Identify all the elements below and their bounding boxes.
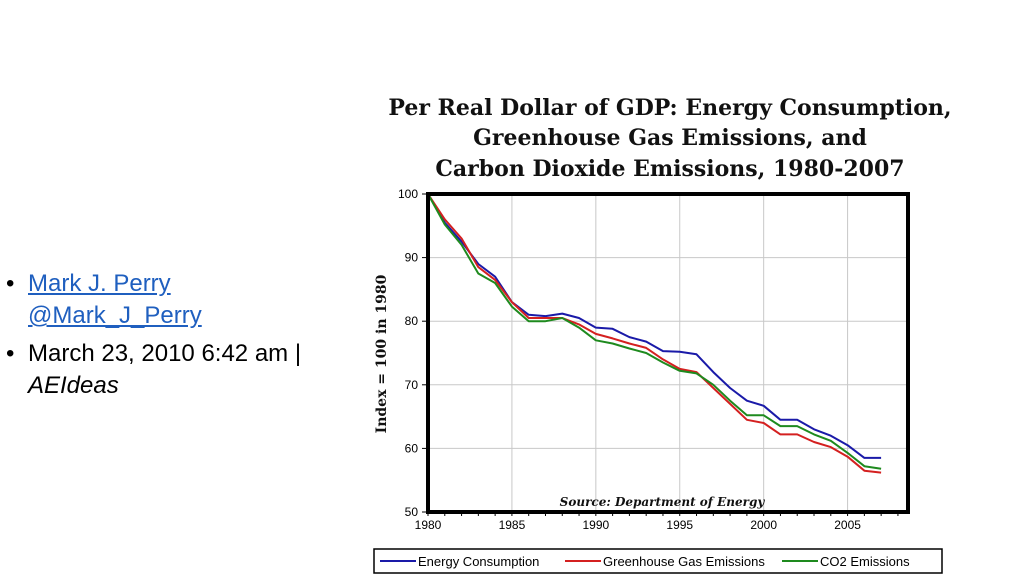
x-tick-label: 1985 — [499, 518, 526, 532]
y-axis-label: Index = 100 in 1980 — [374, 274, 390, 433]
series-lines — [427, 193, 882, 474]
y-tick-label: 60 — [405, 441, 419, 455]
author-bullet: • Mark J. Perry @Mark_J_Perry — [6, 268, 326, 332]
author-link[interactable]: Mark J. Perry @Mark_J_Perry — [28, 270, 202, 329]
legend-label: CO2 Emissions — [820, 554, 910, 569]
series-line — [427, 193, 882, 459]
y-tick-label: 70 — [405, 378, 419, 392]
sidebar-info: • Mark J. Perry @Mark_J_Perry • March 23… — [6, 268, 326, 408]
post-date: March 23, 2010 6:42 am | — [28, 340, 302, 367]
y-tick-label: 100 — [398, 187, 418, 201]
series-line — [427, 193, 882, 470]
source-name: AEIdeas — [28, 372, 119, 399]
x-tick-label: 1995 — [666, 518, 693, 532]
bullet-dot: • — [6, 340, 15, 367]
legend-box — [373, 548, 943, 574]
chart-title-line-1: Per Real Dollar of GDP: Energy Consumpti… — [388, 95, 950, 121]
date-bullet: • March 23, 2010 6:42 am | AEIdeas — [6, 338, 326, 402]
x-tick-label: 2005 — [834, 518, 861, 532]
grid-lines — [428, 194, 908, 512]
chart-title-line-2: Greenhouse Gas Emissions, and — [473, 125, 867, 151]
legend: Energy Consumption Greenhouse Gas Emissio… — [373, 548, 943, 574]
legend-label: Energy Consumption — [418, 554, 539, 569]
x-tick-label: 1990 — [582, 518, 609, 532]
legend-label: Greenhouse Gas Emissions — [603, 554, 765, 569]
x-tick-label: 2000 — [750, 518, 777, 532]
y-tick-label: 50 — [405, 505, 419, 519]
series-line — [427, 193, 882, 474]
chart-title-line-3: Carbon Dioxide Emissions, 1980-2007 — [435, 156, 904, 182]
y-tick-label: 90 — [405, 251, 419, 265]
y-tick-label: 80 — [405, 314, 419, 328]
axis-ticks: 1980 1985 1990 1995 2000 2005 50 60 70 80 90 100 — [398, 187, 899, 532]
source-annotation: Source: Department of Energy — [560, 495, 766, 509]
plot-frame — [426, 192, 910, 514]
line-chart: Per Real Dollar of GDP: Energy Consumpti… — [373, 95, 950, 574]
bullet-dot: • — [6, 270, 15, 297]
x-tick-label: 1980 — [415, 518, 442, 532]
